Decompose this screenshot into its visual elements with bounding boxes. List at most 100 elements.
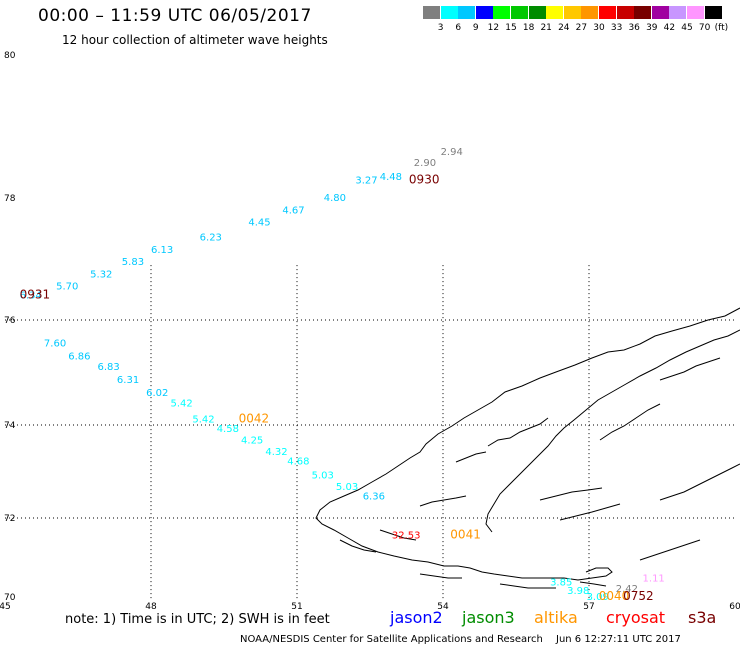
scale-swatch [546, 6, 564, 19]
swh-value-label: 4.48 [380, 172, 402, 183]
scale-tick-label: 9 [472, 23, 479, 33]
scale-swatch [704, 6, 722, 19]
scale-tick-label: 27 [575, 23, 588, 33]
scale-swatch [634, 6, 652, 19]
scale-swatch [493, 6, 511, 19]
swh-value-label: 3.98 [567, 586, 589, 597]
coastline [315, 307, 740, 589]
lat-tick-label: 76 [4, 316, 16, 326]
pass-time-label: 0042 [239, 411, 270, 425]
scale-tick-label: 24 [558, 23, 570, 33]
pass-time-label: 0930 [409, 173, 440, 187]
swh-value-label: 4.25 [241, 436, 263, 447]
swh-value-label: 6.23 [200, 233, 222, 244]
scale-tick-label: 21 [540, 23, 552, 33]
lat-tick-label: 74 [4, 421, 16, 431]
legend-jason2: jason2 [390, 608, 443, 627]
swh-value-label: 5.03 [336, 482, 358, 493]
scale-swatch [616, 6, 634, 19]
swh-value-label: 5.83 [122, 257, 144, 268]
swh-value-label: 6.02 [146, 388, 168, 399]
scale-swatch [669, 6, 687, 19]
swh-value-label: 5.32 [90, 269, 112, 280]
scale-tick-label: 3 [437, 23, 444, 33]
scale-swatch [687, 6, 704, 19]
scale-tick-label: 18 [522, 23, 535, 33]
scale-tick-label: 39 [646, 23, 658, 33]
axis-labels: 45 48 51 54 57 60 80 78 76 74 72 70 [0, 51, 740, 612]
pass-time-label: 0041 [450, 528, 481, 542]
pass-time-label: 0931 [20, 288, 51, 302]
swh-value-label: 6.13 [151, 245, 173, 256]
swh-value-label: 3.27 [355, 176, 377, 187]
chart-title: 00:00 – 11:59 UTC 06/05/2017 [38, 6, 312, 26]
scale-tick-label: 45 [681, 23, 693, 33]
swh-value-label: 2.94 [441, 147, 463, 158]
swh-value-label: 5.42 [170, 399, 192, 410]
scale-tick-label: 70 [698, 23, 711, 33]
scale-swatch [581, 6, 599, 19]
scale-swatch [423, 6, 440, 19]
scale-swatch [458, 6, 476, 19]
scale-tick-label: 6 [455, 23, 462, 33]
pass-time-label: 0040 [599, 589, 630, 603]
generated-timestamp: Jun 6 12:27:11 UTC 2017 [556, 634, 681, 645]
chart-subtitle: 12 hour collection of altimeter wave hei… [62, 33, 328, 47]
scale-swatch [440, 6, 458, 19]
swh-value-label: 1.11 [643, 574, 665, 585]
swh-observations: 6.34 5.70 5.32 5.83 6.13 6.23 4.45 4.67 4.80 3.27… [20, 147, 665, 603]
swh-value-label: 4.58 [217, 424, 239, 435]
swh-value-label: 3.09 [587, 592, 609, 603]
scale-swatch [511, 6, 528, 19]
swh-value-label: 5.03 [312, 470, 334, 481]
legend-altika: altika [534, 608, 578, 627]
lon-tick-label: 48 [145, 602, 157, 612]
swh-value-label: 4.32 [265, 447, 287, 458]
swh-value-label: 6.31 [117, 375, 139, 386]
scale-tick-label: 12 [487, 23, 500, 33]
swh-value-label: 4.80 [324, 193, 346, 204]
swh-value-label: 2.90 [414, 158, 436, 169]
scale-swatch [651, 6, 669, 19]
scale-tick-label: 33 [610, 23, 623, 33]
swh-value-label: 6.34 [20, 291, 42, 302]
lon-tick-label: 57 [583, 602, 594, 612]
swh-value-label: 6.83 [97, 362, 119, 373]
swh-value-label: 6.36 [363, 491, 385, 502]
swh-value-label: 3.85 [550, 578, 572, 589]
scale-unit: (ft) [714, 23, 729, 33]
footnote: note: 1) Time is in UTC; 2) SWH is in fe… [65, 612, 330, 627]
lon-tick-label: 51 [291, 602, 302, 612]
swh-value-label: 32.53 [392, 531, 421, 542]
lon-tick-label: 60 [729, 602, 740, 612]
swh-value-label: 4.68 [287, 457, 309, 468]
swh-value-label: 4.45 [248, 217, 270, 228]
lat-tick-label: 80 [4, 51, 16, 61]
lat-tick-label: 78 [4, 194, 16, 204]
scale-swatch [475, 6, 493, 19]
scale-swatch [599, 6, 616, 19]
lat-tick-label: 72 [4, 514, 15, 524]
credit-line: NOAA/NESDIS Center for Satellite Applica… [240, 634, 543, 645]
legend-jason3: jason3 [462, 608, 515, 627]
pass-time-label: 0752 [623, 589, 654, 603]
legend-s3a: s3a [688, 608, 717, 627]
graticule [5, 265, 735, 600]
swh-value-label: 6.86 [68, 351, 90, 362]
scale-tick-label: 30 [593, 23, 605, 33]
scale-tick-label: 36 [628, 23, 640, 33]
lon-tick-label: 54 [437, 602, 449, 612]
scale-tick-label: 15 [505, 23, 517, 33]
legend-cryosat: cryosat [606, 608, 666, 627]
scale-tick-label: 42 [663, 23, 676, 33]
swh-value-label: 4.67 [282, 205, 304, 216]
swh-value-label: 2.42 [616, 584, 638, 595]
lat-tick-label: 70 [4, 593, 16, 603]
scale-swatch [528, 6, 546, 19]
scale-swatch [563, 6, 581, 19]
swh-value-label: 5.42 [192, 414, 214, 425]
swh-value-label: 5.70 [56, 282, 78, 293]
swh-value-label: 7.60 [44, 338, 66, 349]
lon-tick-label: 45 [0, 602, 11, 612]
